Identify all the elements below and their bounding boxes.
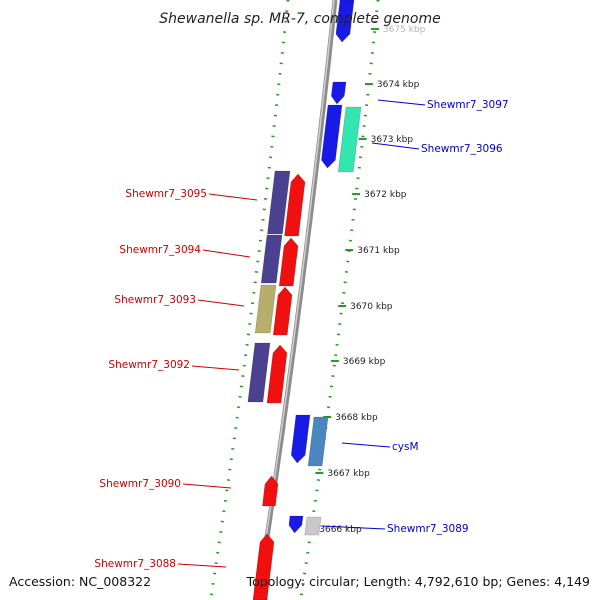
label-leader-line [321,525,386,530]
gene-label-shewmr7-3095[interactable]: Shewmr7_3095 [125,188,207,200]
gene-label-shewmr7-3092[interactable]: Shewmr7_3092 [108,359,190,371]
forward-gene-feature[interactable] [330,81,347,105]
tick-label: 3666 kbp [319,525,362,535]
forward-gene-feature[interactable] [290,414,311,464]
forward-gene-feature[interactable] [288,515,304,534]
genome-title: Shewanella sp. MR-7, complete genome [159,11,440,27]
label-leader-line [197,299,245,307]
reverse-gene-feature[interactable] [247,342,271,403]
label-leader-line [371,142,420,150]
label-leader-line [341,442,391,448]
reverse-gene-feature[interactable] [260,234,283,284]
reverse-gene-feature[interactable] [254,284,277,334]
tick-label: 3672 kbp [364,190,407,200]
forward-gene-feature[interactable] [304,516,322,536]
tick-label: 3675 kbp [383,25,426,35]
tick-label: 3667 kbp [327,469,370,479]
topology-label: Topology: circular; Length: 4,792,610 bp… [246,574,590,589]
gene-label-shewmr7-3088[interactable]: Shewmr7_3088 [94,558,176,570]
forward-gene-feature[interactable] [321,104,343,169]
reverse-gene-feature[interactable] [272,286,293,336]
gene-label-shewmr7-3096[interactable]: Shewmr7_3096 [421,143,503,155]
label-leader-line [202,249,251,258]
gene-label-shewmr7-3097[interactable]: Shewmr7_3097 [427,99,509,111]
reverse-gene-feature[interactable] [278,237,299,287]
tick-label: 3673 kbp [371,135,414,145]
tick-label: 3669 kbp [343,357,386,367]
accession-label: Accession: NC_008322 [9,574,152,589]
forward-gene-feature[interactable] [337,106,362,173]
gene-label-shewmr7-3089[interactable]: Shewmr7_3089 [387,523,469,535]
tick-label: 3670 kbp [350,302,393,312]
gene-labels: Shewmr7_3097 Shewmr7_3096 cysM Shewmr7_3089… [94,99,508,570]
forward-gene-feature[interactable] [307,416,329,467]
track-inner-left [209,0,290,600]
reverse-gene-feature[interactable] [284,173,306,237]
gene-label-shewmr7-3094[interactable]: Shewmr7_3094 [119,244,201,256]
label-leader-line [191,365,240,371]
gene-label-shewmr7-3093[interactable]: Shewmr7_3093 [114,294,196,306]
label-leader-line [182,483,232,489]
tick-marks: 3675 kbp 3674 kbp 3673 kbp 3672 kbp 3671 kbp… [307,25,426,535]
label-leader-line [177,563,227,568]
reverse-gene-feature[interactable] [266,344,288,404]
forward-gene-feature[interactable] [335,0,355,43]
gene-features [247,0,362,600]
reverse-gene-feature[interactable] [267,170,291,235]
tick-label: 3674 kbp [377,80,420,90]
label-leader-line [377,99,426,106]
reverse-gene-feature[interactable] [262,475,279,507]
dotted-tracks [209,0,380,600]
reverse-gene-feature[interactable] [252,533,275,600]
gene-label-cysm[interactable]: cysM [392,441,419,453]
label-leader-line [208,193,258,201]
tick-label: 3668 kbp [335,413,378,423]
tick-label: 3671 kbp [357,246,400,256]
gene-label-shewmr7-3090[interactable]: Shewmr7_3090 [99,478,181,490]
